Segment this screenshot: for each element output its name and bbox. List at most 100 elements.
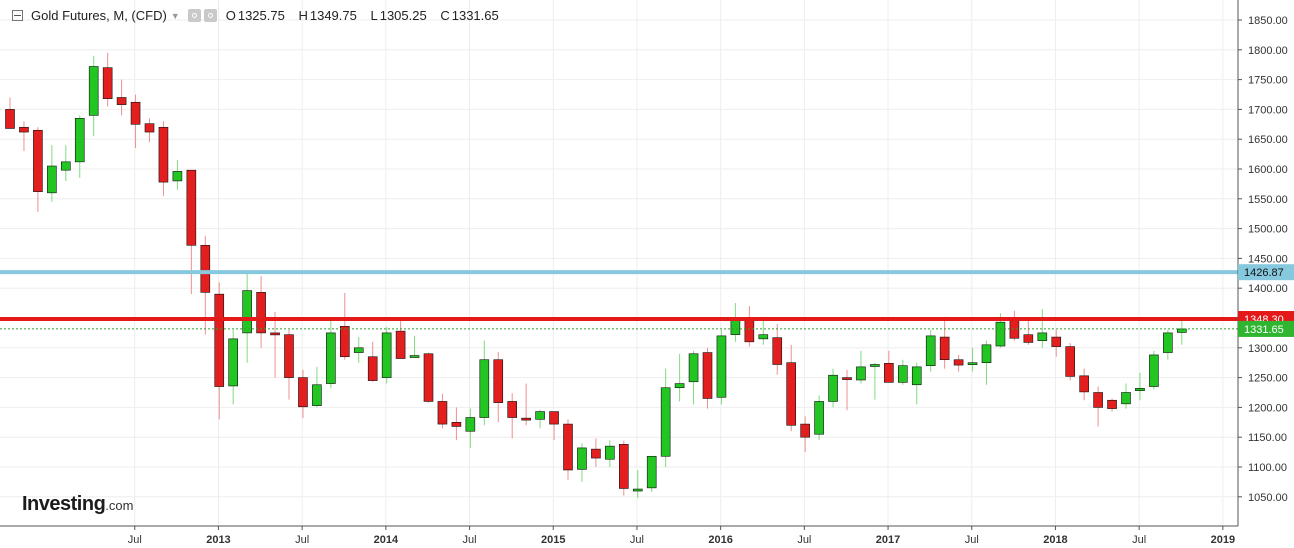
candle-body	[646, 455, 657, 489]
candle-body	[479, 359, 490, 418]
price-line-tag	[1238, 320, 1294, 337]
logo-name: Investing	[22, 493, 106, 515]
candle-body	[298, 377, 308, 408]
candle-body	[772, 337, 783, 365]
time-tick-label: 2016	[708, 534, 732, 546]
candle-body	[1079, 375, 1089, 393]
high-label: H	[298, 8, 308, 23]
candle-body	[47, 165, 57, 194]
candle-body	[1107, 399, 1117, 409]
candle-body	[367, 356, 378, 381]
candle-body	[284, 334, 294, 378]
price-tick-label: 1300.00	[1248, 343, 1288, 355]
candle-body	[144, 123, 155, 133]
price-tick-label: 1700.00	[1248, 104, 1288, 116]
close-value: 1331.65	[451, 8, 499, 23]
candle-body	[856, 366, 866, 381]
price-tick-label: 1450.00	[1248, 253, 1288, 265]
candle-body	[116, 97, 127, 105]
candle-body	[381, 332, 392, 378]
candle-body	[730, 318, 741, 335]
visibility-icon[interactable]	[187, 9, 201, 22]
candle-body	[256, 292, 266, 334]
candle-body	[270, 332, 280, 336]
candle-body	[423, 353, 434, 402]
price-line-tag-label: 1426.87	[1244, 267, 1284, 279]
collapse-icon[interactable]	[12, 10, 23, 21]
open-value: 1325.75	[237, 8, 285, 23]
candle-body	[716, 335, 727, 398]
candle-body	[451, 421, 462, 427]
candle-body	[5, 109, 15, 129]
candle-body	[939, 336, 950, 361]
candle-body	[437, 401, 448, 425]
candle-body	[605, 445, 615, 460]
price-tick-label: 1850.00	[1248, 15, 1288, 27]
candle-body	[214, 293, 225, 387]
chevron-down-icon[interactable]: ▼	[170, 10, 180, 21]
time-tick-label: Jul	[128, 534, 142, 546]
candle-body	[507, 401, 518, 418]
candle-body	[395, 330, 406, 359]
candle-body	[870, 364, 880, 367]
candle-body	[814, 401, 824, 435]
candle-body	[19, 126, 29, 133]
close-label: C	[440, 8, 450, 23]
time-tick-label: Jul	[295, 534, 309, 546]
candle-body	[200, 244, 211, 293]
candle-body	[465, 417, 476, 432]
price-tick-label: 1500.00	[1248, 224, 1288, 236]
candle-body	[911, 366, 922, 386]
candle-body	[674, 383, 685, 389]
candle-body	[828, 374, 838, 402]
candle-body	[158, 126, 169, 183]
candle-body	[563, 423, 573, 471]
time-axis[interactable]: Jul 2013 Jul 2014 Jul 2015 Jul 2016 Jul 2017 Jul 20…	[128, 526, 1294, 546]
candle-body	[632, 488, 643, 492]
instrument-title[interactable]: Gold Futures, M, (CFD)	[31, 8, 167, 23]
candle-body	[842, 377, 852, 380]
candle-body	[130, 101, 141, 125]
candlestick-series	[5, 52, 1187, 498]
time-tick-label: Jul	[630, 534, 644, 546]
candle-body	[326, 332, 336, 384]
settings-icon[interactable]	[203, 9, 217, 22]
candle-body	[1037, 332, 1048, 341]
candle-body	[88, 66, 99, 116]
candle-body	[1163, 332, 1173, 353]
candle-body	[312, 384, 322, 406]
price-axis[interactable]: 1050.00 1100.00 1150.00 1200.00 1250.00 1300.…	[1238, 15, 1288, 504]
price-tick-label: 1800.00	[1248, 45, 1288, 57]
candle-body	[409, 355, 420, 358]
candle-body	[228, 338, 238, 387]
candle-body	[618, 444, 629, 489]
horizontal-lines[interactable]	[0, 270, 1238, 330]
candle-body	[897, 365, 908, 383]
candle-body	[884, 362, 894, 383]
price-tick-label: 1550.00	[1248, 194, 1288, 206]
candle-body	[521, 417, 531, 421]
high-value: 1349.75	[309, 8, 357, 23]
candle-body	[660, 387, 671, 457]
time-tick-label: Jul	[797, 534, 811, 546]
price-tick-label: 1250.00	[1248, 373, 1288, 385]
candle-body	[1149, 354, 1159, 387]
candle-body	[758, 334, 769, 340]
candle-body	[591, 448, 601, 459]
candle-body	[353, 347, 364, 353]
candle-body	[102, 67, 113, 99]
price-line-tag	[1238, 264, 1294, 281]
time-tick-label: Jul	[463, 534, 477, 546]
price-tick-label: 1050.00	[1248, 492, 1288, 504]
price-tick-label: 1150.00	[1248, 432, 1287, 444]
candle-body	[786, 362, 797, 426]
candle-body	[1177, 328, 1187, 333]
candle-body	[60, 161, 71, 171]
time-tick-label: 2014	[374, 534, 399, 546]
time-tick-label: 2018	[1043, 534, 1067, 546]
price-line-tag-label: 1331.65	[1244, 324, 1284, 336]
price-tick-label: 1750.00	[1248, 75, 1288, 87]
candle-body	[186, 169, 197, 246]
